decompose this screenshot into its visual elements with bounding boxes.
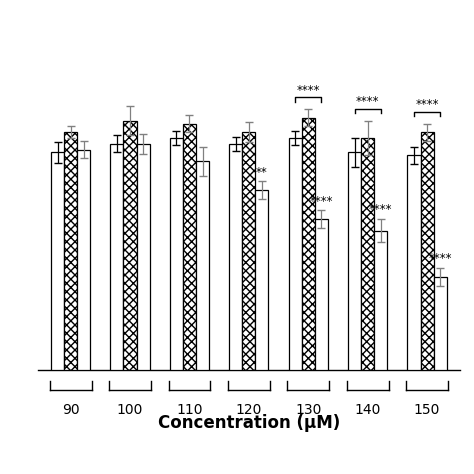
Text: 120: 120 xyxy=(236,402,262,417)
Bar xyxy=(434,277,447,370)
Text: ****: **** xyxy=(415,98,439,111)
Bar xyxy=(124,120,137,370)
Text: 110: 110 xyxy=(176,402,203,417)
Bar xyxy=(196,161,209,370)
Text: **: ** xyxy=(256,165,268,179)
Bar xyxy=(255,190,268,370)
Bar xyxy=(229,144,242,370)
Text: 150: 150 xyxy=(414,402,440,417)
Bar xyxy=(242,132,255,370)
Text: 100: 100 xyxy=(117,402,143,417)
Text: ****: **** xyxy=(297,83,320,97)
Bar xyxy=(361,138,374,370)
X-axis label: Concentration (μM): Concentration (μM) xyxy=(158,414,340,432)
Bar xyxy=(374,231,387,370)
Bar xyxy=(137,144,150,370)
Bar xyxy=(420,132,434,370)
Bar xyxy=(348,153,361,370)
Text: ****: **** xyxy=(310,194,333,208)
Text: 140: 140 xyxy=(355,402,381,417)
Text: ****: **** xyxy=(356,95,379,108)
Bar xyxy=(110,144,124,370)
Bar xyxy=(64,132,77,370)
Bar xyxy=(315,219,328,370)
Bar xyxy=(183,124,196,370)
Text: 130: 130 xyxy=(295,402,321,417)
Bar xyxy=(170,138,183,370)
Bar xyxy=(302,118,315,370)
Text: 90: 90 xyxy=(62,402,80,417)
Bar xyxy=(51,153,64,370)
Bar xyxy=(77,150,90,370)
Text: ****: **** xyxy=(428,253,452,265)
Text: ****: **** xyxy=(369,203,392,216)
Bar xyxy=(408,155,420,370)
Bar xyxy=(289,138,302,370)
